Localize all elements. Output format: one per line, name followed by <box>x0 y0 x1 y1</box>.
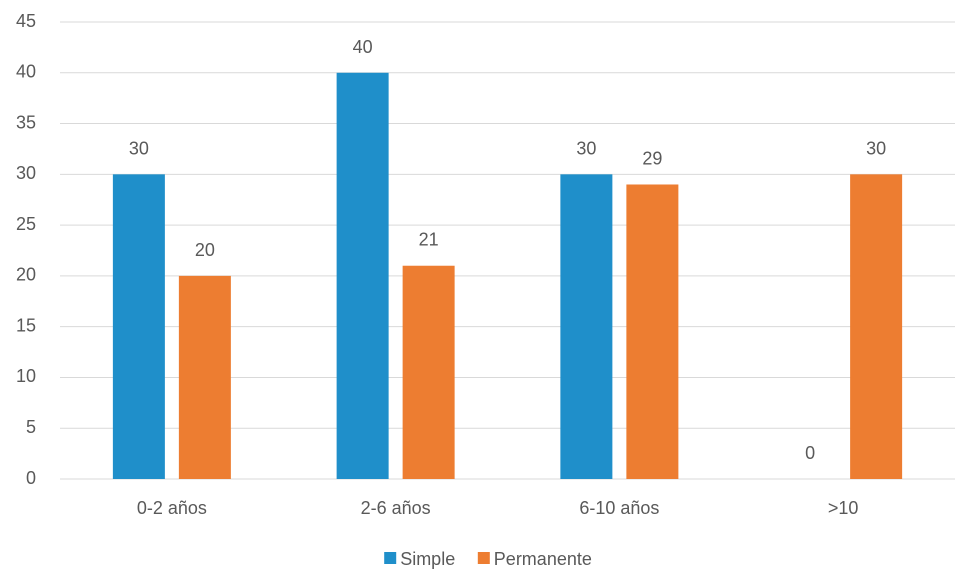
bar-permanente-0 <box>178 275 231 479</box>
x-category-label: 6-10 años <box>579 498 659 518</box>
data-label-simple-0: 30 <box>129 138 149 158</box>
data-label-permanente-2: 29 <box>642 148 662 168</box>
x-category-label: 2-6 años <box>361 498 431 518</box>
y-tick-label: 30 <box>16 163 36 183</box>
bar-permanente-1 <box>402 265 455 479</box>
y-axis-ticks: 0 5 10 15 20 25 30 35 40 45 <box>16 11 36 488</box>
y-tick-label: 40 <box>16 62 36 82</box>
y-tick-label: 25 <box>16 214 36 234</box>
bar-permanente-2 <box>626 184 679 479</box>
legend: Simple Permanente <box>384 549 592 569</box>
x-axis-categories: 0-2 años 2-6 años 6-10 años >10 <box>137 498 859 518</box>
legend-swatch-simple <box>384 552 397 564</box>
y-tick-label: 45 <box>16 11 36 31</box>
y-tick-label: 0 <box>26 468 36 488</box>
data-label-permanente-3: 30 <box>866 138 886 158</box>
bar-permanente-3 <box>850 174 903 480</box>
data-label-simple-3: 0 <box>805 443 815 463</box>
legend-swatch-permanente <box>477 552 490 564</box>
bar-simple-1 <box>336 72 389 480</box>
legend-label-simple: Simple <box>400 549 455 569</box>
y-tick-label: 15 <box>16 315 36 335</box>
legend-item-permanente: Permanente <box>477 549 592 569</box>
x-category-label: 0-2 años <box>137 498 207 518</box>
bar-simple-0 <box>112 174 165 480</box>
data-label-permanente-0: 20 <box>195 240 215 260</box>
data-labels: 30 20 40 21 30 29 0 30 <box>129 37 886 463</box>
data-label-simple-1: 40 <box>353 37 373 57</box>
data-label-permanente-1: 21 <box>419 230 439 250</box>
legend-item-simple: Simple <box>384 549 455 569</box>
y-tick-label: 35 <box>16 112 36 132</box>
data-label-simple-2: 30 <box>576 138 596 158</box>
y-tick-label: 10 <box>16 366 36 386</box>
y-tick-label: 5 <box>26 417 36 437</box>
y-tick-label: 20 <box>16 265 36 285</box>
bar-simple-2 <box>560 174 613 480</box>
legend-label-permanente: Permanente <box>494 549 592 569</box>
x-category-label: >10 <box>828 498 859 518</box>
bars <box>112 72 903 480</box>
